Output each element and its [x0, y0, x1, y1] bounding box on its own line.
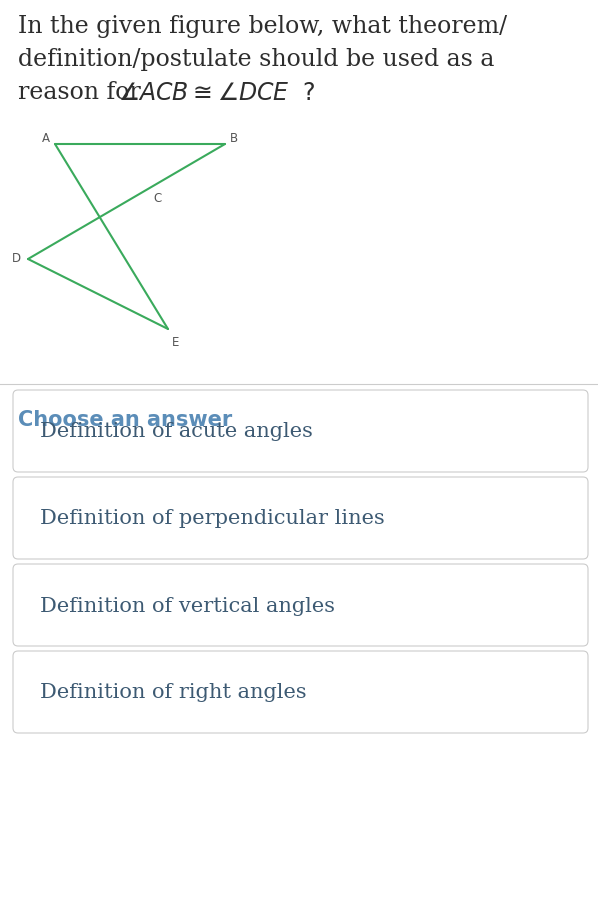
Text: Choose an answer: Choose an answer: [18, 410, 232, 429]
Text: In the given figure below, what theorem/: In the given figure below, what theorem/: [18, 15, 507, 38]
FancyBboxPatch shape: [13, 391, 588, 472]
Text: D: D: [12, 252, 21, 266]
FancyBboxPatch shape: [13, 564, 588, 646]
Text: $\angle\mathit{ACB} \cong \angle\mathit{DCE}$  ?: $\angle\mathit{ACB} \cong \angle\mathit{…: [118, 81, 316, 105]
FancyBboxPatch shape: [13, 478, 588, 560]
Text: Definition of perpendicular lines: Definition of perpendicular lines: [40, 509, 385, 528]
Text: Definition of right angles: Definition of right angles: [40, 683, 307, 702]
Text: E: E: [172, 336, 179, 349]
Text: B: B: [230, 131, 238, 144]
FancyBboxPatch shape: [13, 652, 588, 733]
Text: A: A: [42, 131, 50, 144]
Text: Definition of vertical angles: Definition of vertical angles: [40, 596, 335, 615]
Text: reason for: reason for: [18, 81, 155, 104]
Text: Definition of acute angles: Definition of acute angles: [40, 422, 313, 441]
Text: C: C: [153, 192, 161, 205]
Text: definition/postulate should be used as a: definition/postulate should be used as a: [18, 48, 495, 71]
